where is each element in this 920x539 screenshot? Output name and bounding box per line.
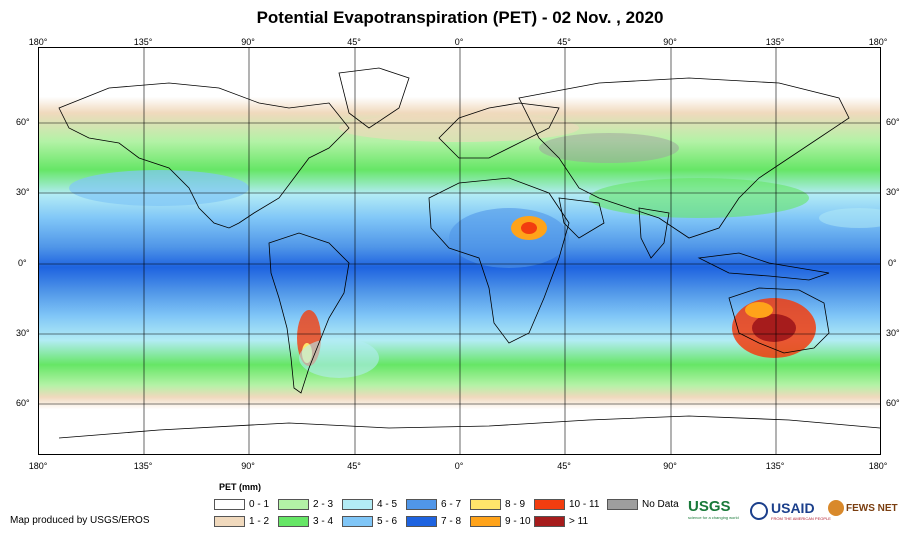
antarctica-outline bbox=[58, 415, 880, 439]
lon-label: 135° bbox=[133, 461, 153, 471]
pet-map-svg bbox=[39, 48, 880, 454]
lon-label: 0° bbox=[454, 461, 464, 471]
graticule bbox=[39, 48, 880, 454]
lon-label: 180° bbox=[28, 461, 48, 471]
lat-label: 30° bbox=[16, 187, 30, 197]
fews-net-logo: FEWS NET bbox=[828, 500, 898, 516]
lon-label: 90° bbox=[241, 37, 255, 47]
legend-swatch bbox=[214, 499, 245, 510]
legend-title: PET (mm) bbox=[219, 482, 262, 492]
lat-label: 30° bbox=[16, 328, 30, 338]
usaid-tagline: FROM THE AMERICAN PEOPLE bbox=[771, 516, 831, 521]
legend-item: > 11 bbox=[534, 516, 588, 527]
fews-net-globe-icon bbox=[828, 500, 844, 516]
lon-label: 45° bbox=[557, 461, 571, 471]
legend-swatch bbox=[278, 499, 309, 510]
legend-swatch bbox=[214, 516, 245, 527]
lon-label: 135° bbox=[765, 461, 785, 471]
europe-outline bbox=[438, 102, 560, 159]
legend-item: 4 - 5 bbox=[342, 499, 397, 510]
logos: USGS science for a changing world USAID … bbox=[688, 498, 916, 530]
legend-label: 4 - 5 bbox=[377, 499, 398, 510]
india-outline bbox=[638, 207, 670, 259]
legend-swatch bbox=[470, 499, 501, 510]
lat-label: 0° bbox=[18, 258, 27, 268]
lon-label: 45° bbox=[557, 37, 571, 47]
fews-net-logo-text: FEWS NET bbox=[846, 502, 898, 514]
lon-label: 45° bbox=[347, 461, 361, 471]
lat-label: 30° bbox=[886, 187, 900, 197]
lon-label: 45° bbox=[347, 37, 361, 47]
legend-swatch bbox=[607, 499, 638, 510]
legend-swatch bbox=[406, 516, 437, 527]
australia-outline bbox=[728, 287, 830, 354]
legend-swatch bbox=[342, 499, 373, 510]
legend-item: 7 - 8 bbox=[406, 516, 461, 527]
lon-label: 180° bbox=[28, 37, 48, 47]
legend-label: 7 - 8 bbox=[441, 516, 462, 527]
south-america-outline bbox=[268, 232, 350, 394]
lon-label: 0° bbox=[454, 37, 464, 47]
lon-label: 180° bbox=[868, 37, 888, 47]
legend-swatch bbox=[278, 516, 309, 527]
legend-label: 0 - 1 bbox=[249, 499, 270, 510]
pet-map bbox=[38, 47, 881, 455]
usgs-logo-text: USGS bbox=[688, 498, 731, 515]
legend-label: 3 - 4 bbox=[313, 516, 334, 527]
lat-label: 60° bbox=[886, 117, 900, 127]
lat-label: 60° bbox=[886, 398, 900, 408]
usgs-logo: USGS science for a changing world bbox=[688, 498, 739, 520]
lat-label: 0° bbox=[888, 258, 897, 268]
asia-outline bbox=[518, 77, 850, 239]
legend-label: No Data bbox=[642, 499, 679, 510]
usgs-tagline: science for a changing world bbox=[688, 515, 739, 520]
usaid-logo-text: USAID bbox=[771, 500, 815, 516]
legend-label: 9 - 10 bbox=[505, 516, 531, 527]
lon-label: 90° bbox=[663, 37, 677, 47]
lat-label: 60° bbox=[16, 117, 30, 127]
legend-label: 5 - 6 bbox=[377, 516, 398, 527]
legend-swatch bbox=[406, 499, 437, 510]
legend-item: 5 - 6 bbox=[342, 516, 397, 527]
legend-item: 1 - 2 bbox=[214, 516, 269, 527]
legend-swatch bbox=[342, 516, 373, 527]
pet-patches bbox=[69, 114, 880, 378]
legend-swatch bbox=[534, 499, 565, 510]
africa-outline bbox=[428, 177, 570, 344]
legend-item: 3 - 4 bbox=[278, 516, 333, 527]
map-title: Potential Evapotranspiration (PET) - 02 … bbox=[256, 8, 664, 27]
legend: 0 - 1 1 - 2 2 - 3 3 - 4 4 - 5 5 - 6 6 - … bbox=[214, 499, 684, 531]
lon-label: 90° bbox=[241, 461, 255, 471]
legend-item: 10 - 11 bbox=[534, 499, 599, 510]
lon-label: 135° bbox=[133, 37, 153, 47]
legend-item: 6 - 7 bbox=[406, 499, 461, 510]
legend-label: > 11 bbox=[569, 516, 588, 527]
legend-label: 2 - 3 bbox=[313, 499, 334, 510]
lat-label: 30° bbox=[886, 328, 900, 338]
usaid-logo: USAID FROM THE AMERICAN PEOPLE bbox=[750, 500, 831, 521]
lon-label: 135° bbox=[765, 37, 785, 47]
legend-item: 9 - 10 bbox=[470, 516, 531, 527]
legend-item: 2 - 3 bbox=[278, 499, 333, 510]
usaid-seal-icon bbox=[750, 501, 768, 520]
legend-item: 0 - 1 bbox=[214, 499, 269, 510]
lon-label: 90° bbox=[663, 461, 677, 471]
legend-label: 10 - 11 bbox=[569, 499, 600, 510]
lon-label: 180° bbox=[868, 461, 888, 471]
north-america-outline bbox=[58, 82, 350, 229]
credit-text: Map produced by USGS/EROS bbox=[10, 515, 150, 526]
continent-outlines bbox=[58, 67, 880, 439]
greenland-outline bbox=[338, 67, 410, 129]
legend-label: 8 - 9 bbox=[505, 499, 526, 510]
indonesia-outline bbox=[697, 252, 830, 281]
lat-label: 60° bbox=[16, 398, 30, 408]
legend-label: 6 - 7 bbox=[441, 499, 462, 510]
legend-item: 8 - 9 bbox=[470, 499, 525, 510]
legend-swatch bbox=[470, 516, 501, 527]
arabia-outline bbox=[558, 197, 605, 239]
legend-item: No Data bbox=[607, 499, 679, 510]
legend-label: 1 - 2 bbox=[249, 516, 270, 527]
legend-swatch bbox=[534, 516, 565, 527]
